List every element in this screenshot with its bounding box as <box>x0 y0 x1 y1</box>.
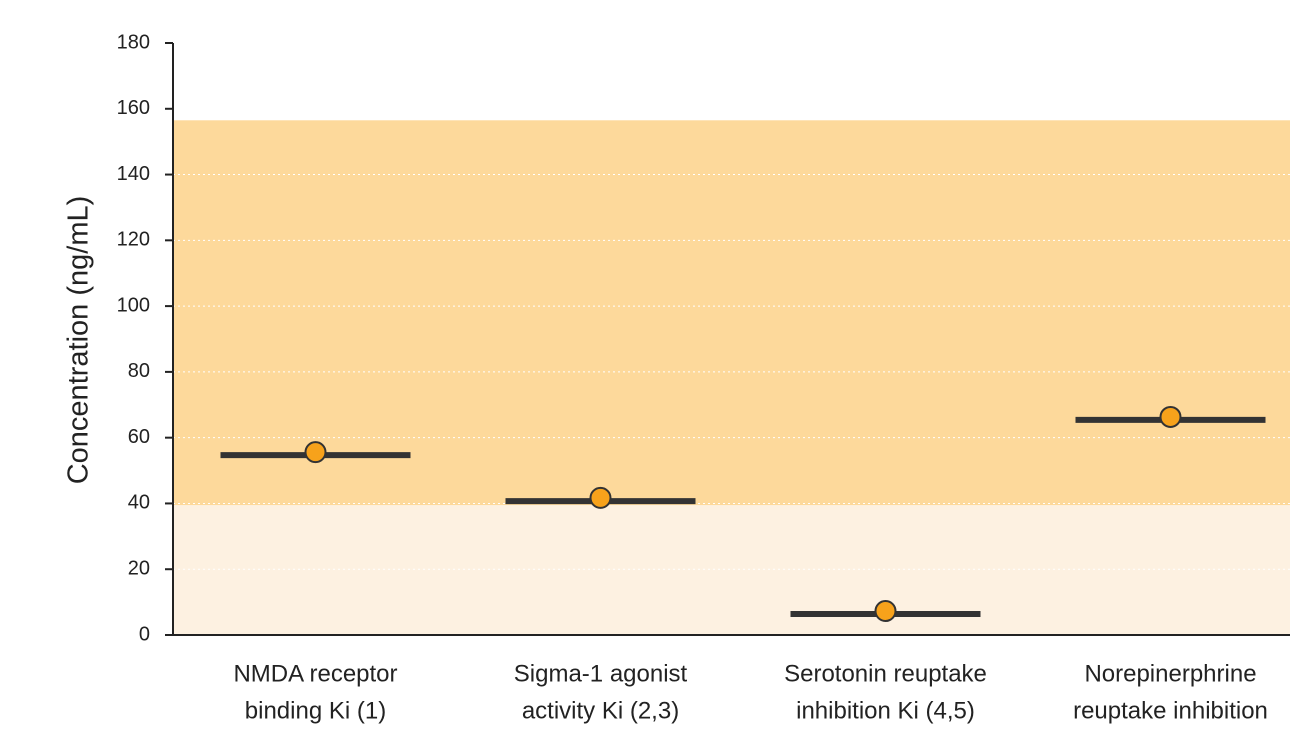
y-tick-label: 60 <box>128 426 150 448</box>
x-tick-label: Ki (4,5) <box>1132 734 1209 737</box>
x-tick-label: activity Ki (2,3) <box>522 697 679 724</box>
y-tick-label: 160 <box>117 97 150 119</box>
range-band <box>173 505 1290 635</box>
y-tick-label: 120 <box>117 229 150 251</box>
y-tick-label: 80 <box>128 360 150 382</box>
range-band <box>173 120 1290 506</box>
x-tick-label: reuptake inhibition <box>1073 697 1268 724</box>
x-tick-label: NMDA receptor <box>233 660 397 687</box>
point <box>1159 405 1182 428</box>
y-tick-label: 0 <box>139 623 150 645</box>
point <box>304 441 327 464</box>
point <box>874 599 897 622</box>
y-tick-label: 140 <box>117 163 150 185</box>
y-tick-label: 20 <box>128 558 150 580</box>
y-tick-label: 100 <box>117 294 150 316</box>
x-tick-label: Serotonin reuptake <box>784 660 987 687</box>
x-tick-label: Norepinerphrine <box>1084 660 1256 687</box>
x-tick-label: binding Ki (1) <box>245 697 386 724</box>
y-tick-label: 180 <box>117 31 150 53</box>
x-tick-label: Sigma-1 agonist <box>514 660 688 687</box>
x-tick-label: inhibition Ki (4,5) <box>796 697 975 724</box>
y-axis-title: Concentration (ng/mL) <box>63 196 95 485</box>
y-tick-label: 40 <box>128 492 150 514</box>
point <box>589 486 612 509</box>
